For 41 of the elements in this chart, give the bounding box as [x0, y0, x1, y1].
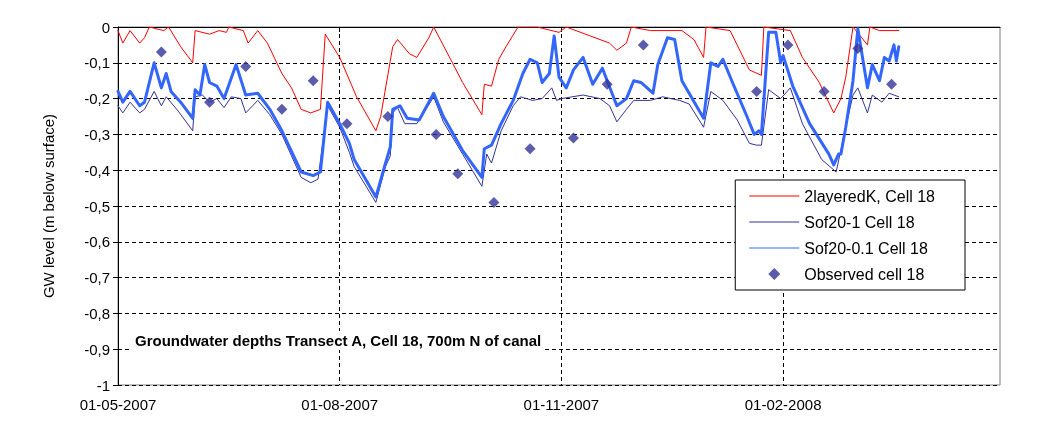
legend-label: Sof20-1 Cell 18	[804, 213, 915, 231]
point	[204, 96, 216, 108]
x-tick-label: 01-02-2008	[744, 396, 822, 413]
y-tick-label: -0,8	[84, 304, 110, 322]
y-tick-label: -1	[96, 376, 110, 394]
x-tick-label: 01-11-2007	[523, 396, 600, 413]
legend-label: Observed cell 18	[804, 265, 925, 283]
point	[886, 78, 898, 90]
point	[601, 78, 613, 90]
point	[488, 196, 500, 208]
x-tick-label: 01-08-2007	[301, 396, 379, 413]
y-tick-label: 0	[101, 18, 110, 36]
y-tick-label: -0,4	[84, 161, 110, 179]
y-axis-title: GW level (m below surface)	[40, 113, 57, 299]
y-tick-label: -0,2	[84, 90, 110, 108]
y-tick-label: -0,3	[84, 125, 110, 143]
point	[155, 46, 167, 58]
point	[430, 128, 442, 140]
point	[452, 168, 464, 180]
legend-label: 2layeredK, Cell 18	[804, 187, 936, 205]
legend-label: Sof20-0.1 Cell 18	[804, 239, 928, 257]
y-tick-label: -0,7	[84, 269, 110, 287]
point	[751, 85, 763, 97]
x-tick-label: 01-05-2007	[79, 396, 157, 413]
point	[818, 85, 830, 97]
point	[276, 103, 288, 115]
point	[637, 39, 649, 51]
point	[567, 132, 579, 144]
point	[782, 39, 794, 51]
point	[341, 118, 353, 130]
y-tick-label: -0,6	[84, 233, 110, 251]
y-tick-label: -0,9	[84, 340, 110, 358]
point	[382, 111, 394, 122]
y-tick-label: -0,1	[84, 54, 110, 72]
y-tick-label: -0,5	[84, 197, 110, 215]
point	[307, 75, 319, 87]
text: Groundwater depths Transect A, Cell 18, 700m N of canal	[135, 332, 542, 349]
point	[240, 60, 252, 72]
point	[524, 143, 536, 155]
line-series	[117, 26, 900, 132]
point	[852, 42, 864, 54]
